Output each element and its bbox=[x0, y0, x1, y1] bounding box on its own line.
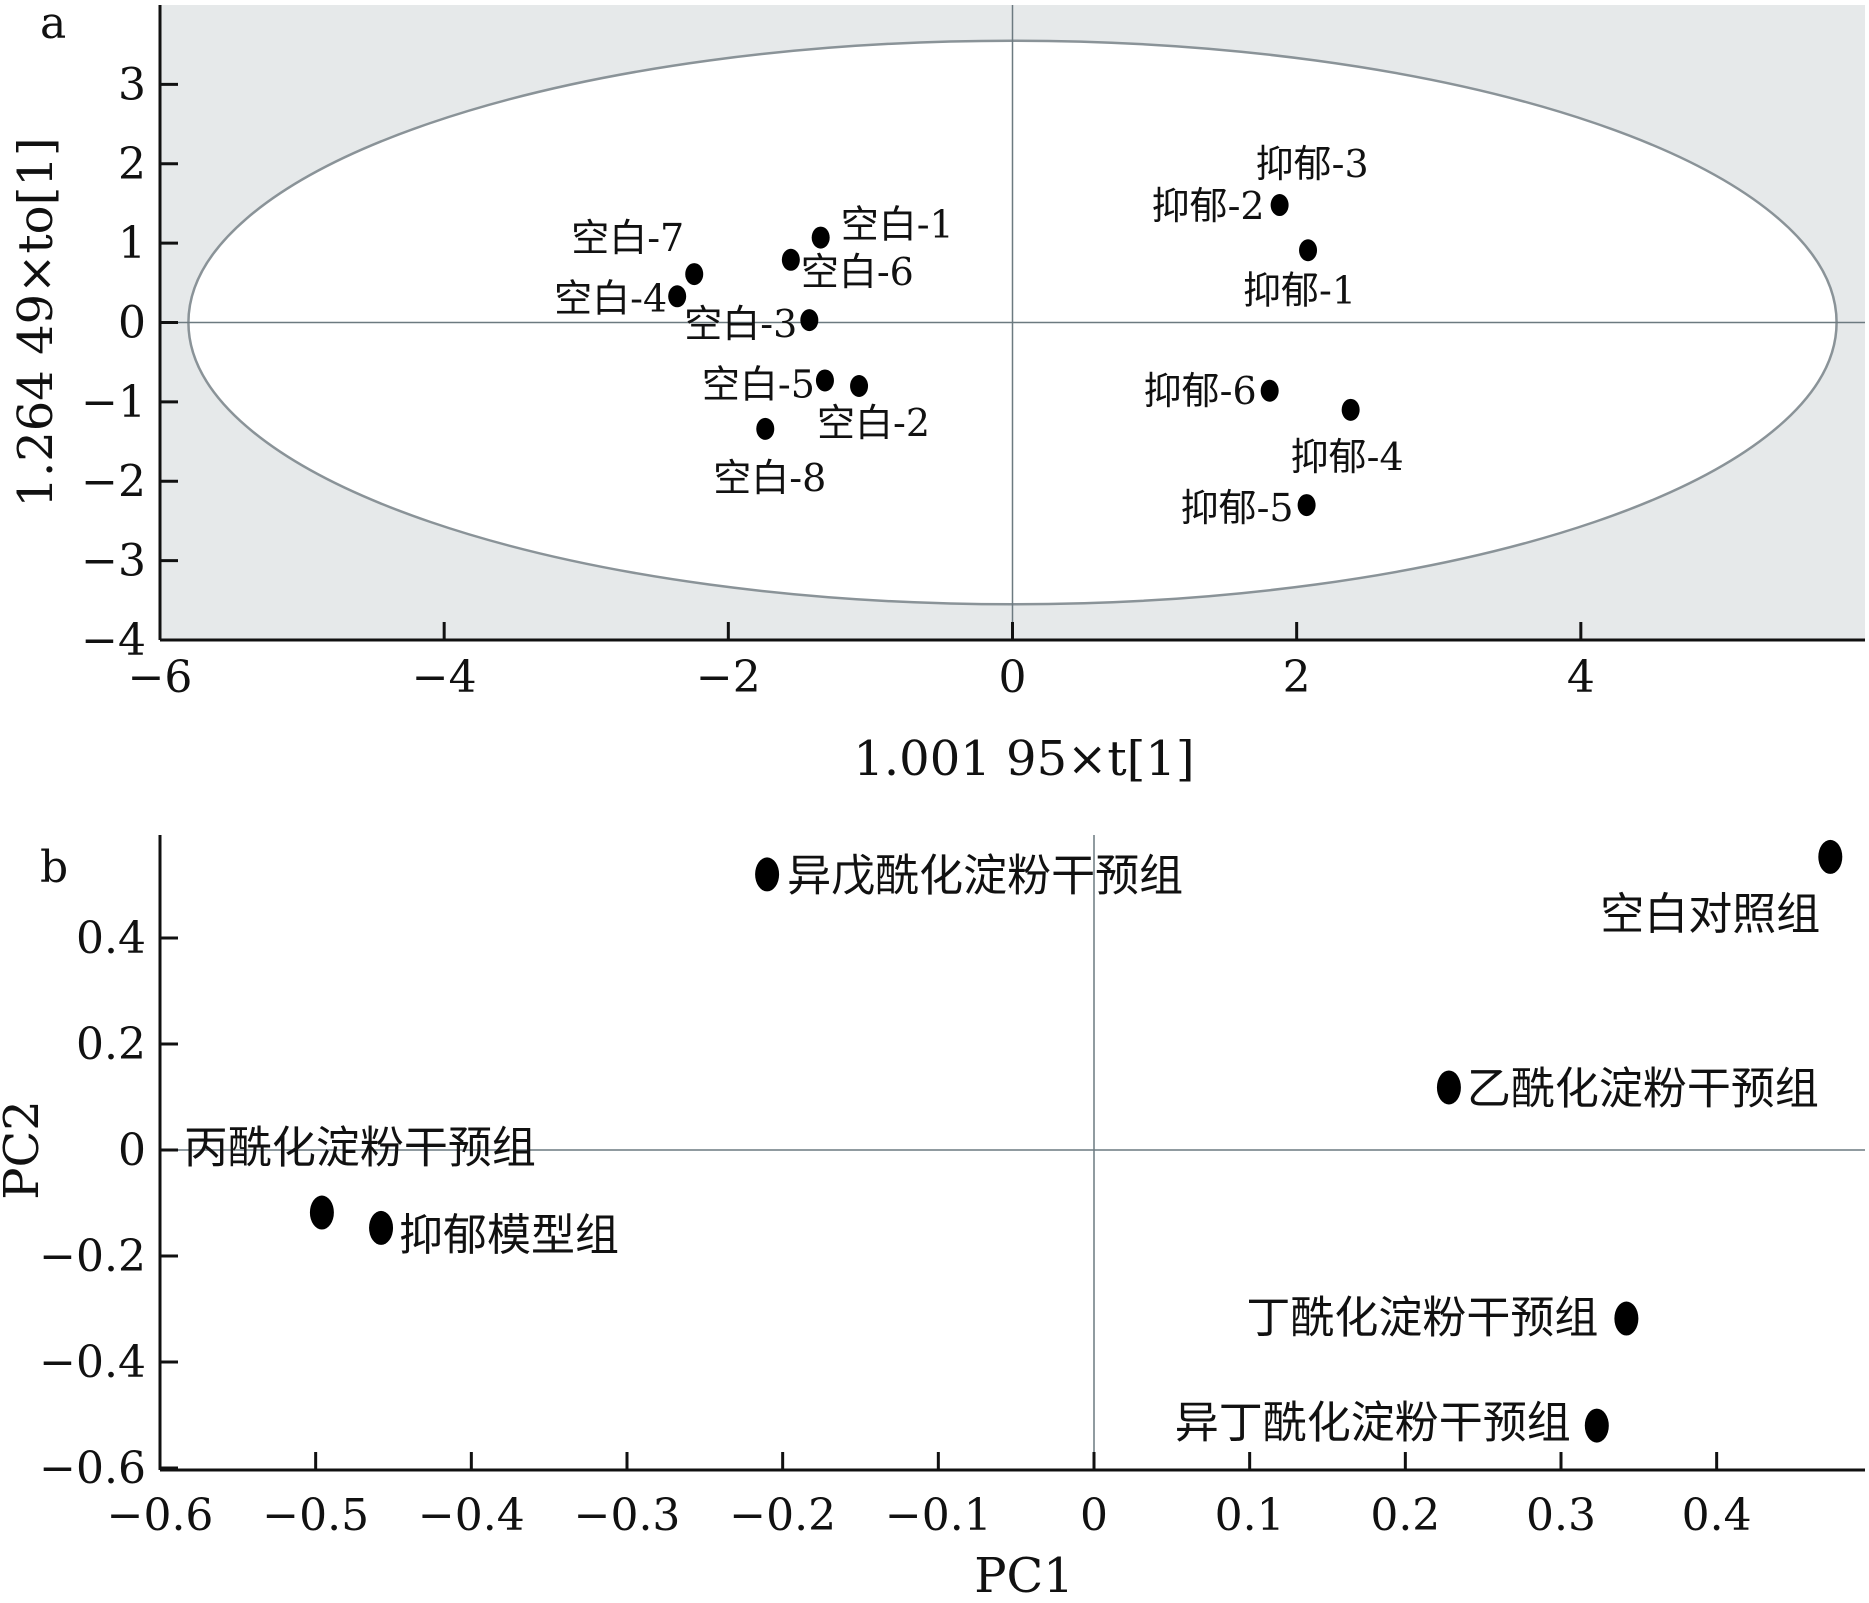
y-tick-label-b: 0.2 bbox=[76, 1019, 146, 1070]
x-tick-label-b: −0.4 bbox=[418, 1490, 525, 1541]
y-tick-label-a: 3 bbox=[118, 59, 146, 110]
y-tick-label-a: 0 bbox=[118, 298, 146, 349]
y-tick-label-b: 0.4 bbox=[76, 913, 146, 964]
y-axis-title-b: PC2 bbox=[0, 1100, 50, 1200]
point-label-b: 空白对照组 bbox=[1600, 889, 1820, 940]
point-label-b: 异戊酰化淀粉干预组 bbox=[787, 850, 1183, 901]
x-tick-label-b: −0.1 bbox=[885, 1490, 992, 1541]
point-label-a: 抑郁-1 bbox=[1243, 268, 1356, 312]
x-tick-label-b: −0.5 bbox=[262, 1490, 369, 1541]
y-tick-label-a: −2 bbox=[81, 456, 146, 507]
point-label-a: 空白-3 bbox=[684, 302, 797, 346]
data-point-a bbox=[1299, 239, 1318, 262]
x-tick-label-b: 0.2 bbox=[1370, 1490, 1440, 1541]
point-label-b: 丙酰化淀粉干预组 bbox=[184, 1123, 536, 1174]
y-tick-label-b: −0.6 bbox=[39, 1443, 146, 1494]
data-point-a bbox=[1270, 194, 1289, 217]
data-point-a bbox=[811, 226, 830, 249]
point-label-a: 抑郁-5 bbox=[1181, 486, 1294, 530]
x-tick-label-a: 0 bbox=[999, 652, 1027, 703]
point-label-b: 丁酰化淀粉干预组 bbox=[1246, 1293, 1598, 1344]
data-point-a bbox=[1341, 398, 1360, 421]
x-tick-label-b: −0.2 bbox=[729, 1490, 836, 1541]
x-tick-label-a: −2 bbox=[696, 652, 761, 703]
point-label-a: 空白-8 bbox=[713, 456, 826, 500]
data-point-a bbox=[756, 417, 775, 440]
data-point-b bbox=[309, 1195, 334, 1230]
point-label-a: 空白-6 bbox=[801, 250, 914, 294]
x-tick-label-b: 0.4 bbox=[1682, 1490, 1752, 1541]
data-point-a bbox=[1297, 494, 1316, 517]
data-point-b bbox=[1436, 1070, 1461, 1105]
point-label-a: 抑郁-4 bbox=[1291, 435, 1404, 479]
y-tick-label-a: 1 bbox=[118, 218, 146, 269]
data-point-a bbox=[781, 248, 800, 271]
point-label-a: 空白-5 bbox=[702, 362, 815, 406]
data-point-b bbox=[369, 1210, 394, 1245]
point-label-b: 异丁酰化淀粉干预组 bbox=[1175, 1398, 1571, 1449]
x-tick-label-b: 0.1 bbox=[1215, 1490, 1285, 1541]
point-label-a: 空白-2 bbox=[817, 401, 930, 445]
panel-letter-b: b bbox=[40, 842, 68, 893]
panel-b: −0.6 −0.5 −0.4 −0.3 −0.2 −0.1 0 0.1 0.2 0.3 0.4 0.4… bbox=[0, 835, 1865, 1603]
y-tick-label-b: −0.4 bbox=[39, 1337, 146, 1388]
point-label-b: 抑郁模型组 bbox=[399, 1210, 619, 1261]
data-point-a bbox=[668, 285, 687, 308]
data-point-a bbox=[850, 375, 869, 397]
data-point-b bbox=[1584, 1408, 1609, 1443]
data-point-a bbox=[800, 309, 819, 332]
point-label-a: 空白-7 bbox=[571, 216, 684, 260]
x-axis-title-b: PC1 bbox=[974, 1548, 1074, 1603]
y-tick-label-a: −1 bbox=[81, 377, 146, 428]
data-point-b bbox=[1818, 839, 1843, 874]
point-label-a: 抑郁-3 bbox=[1256, 142, 1369, 186]
x-tick-label-a: −4 bbox=[412, 652, 477, 703]
y-axis-title-a: 1.264 49×to[1] bbox=[8, 137, 64, 507]
x-tick-label-b: −0.3 bbox=[574, 1490, 681, 1541]
point-label-a: 抑郁-6 bbox=[1144, 369, 1257, 413]
x-axis-title-a: 1.001 95×t[1] bbox=[853, 731, 1194, 787]
point-label-a: 空白-4 bbox=[554, 276, 667, 320]
data-point-a bbox=[1260, 379, 1279, 402]
data-point-a bbox=[815, 369, 834, 392]
x-tick-label-a: −6 bbox=[128, 652, 193, 703]
x-tick-label-b: 0.3 bbox=[1526, 1490, 1596, 1541]
data-point-b bbox=[755, 857, 780, 892]
y-tick-label-b: −0.2 bbox=[39, 1231, 146, 1282]
y-tick-label-a: −4 bbox=[81, 615, 146, 666]
x-tick-label-b: 0 bbox=[1080, 1490, 1108, 1541]
data-point-b bbox=[1614, 1301, 1639, 1336]
x-tick-label-a: 4 bbox=[1567, 652, 1595, 703]
x-tick-label-b: −0.6 bbox=[107, 1490, 214, 1541]
point-label-a: 抑郁-2 bbox=[1152, 184, 1265, 228]
x-tick-label-a: 2 bbox=[1283, 652, 1311, 703]
point-label-b: 乙酰化淀粉干预组 bbox=[1467, 1063, 1819, 1114]
point-label-a: 空白-1 bbox=[841, 203, 954, 247]
panel-letter-a: a bbox=[40, 0, 66, 49]
y-tick-label-a: −3 bbox=[81, 536, 146, 587]
data-point-a bbox=[685, 263, 704, 286]
y-tick-label-b: 0 bbox=[118, 1125, 146, 1176]
y-tick-label-a: 2 bbox=[118, 139, 146, 190]
